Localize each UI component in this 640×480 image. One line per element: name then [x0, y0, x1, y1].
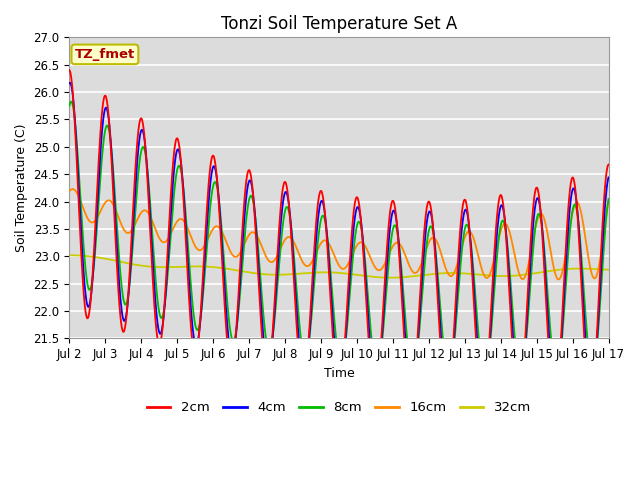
Title: Tonzi Soil Temperature Set A: Tonzi Soil Temperature Set A	[221, 15, 457, 33]
Text: TZ_fmet: TZ_fmet	[75, 48, 135, 61]
X-axis label: Time: Time	[324, 367, 355, 380]
Y-axis label: Soil Temperature (C): Soil Temperature (C)	[15, 124, 28, 252]
Legend: 2cm, 4cm, 8cm, 16cm, 32cm: 2cm, 4cm, 8cm, 16cm, 32cm	[141, 396, 536, 420]
